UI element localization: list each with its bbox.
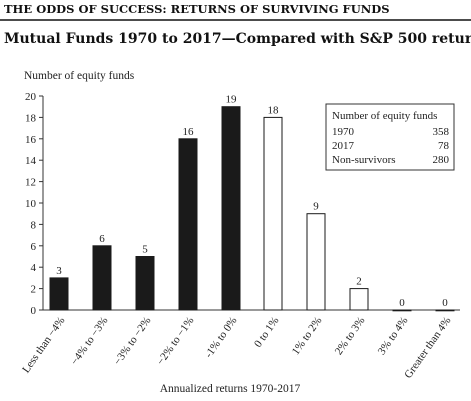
y-axis-label: Number of equity funds <box>24 70 135 82</box>
legend: Number of equity funds 1970 358 2017 78 … <box>325 103 455 171</box>
legend-row-label: 2017 <box>332 140 355 152</box>
bar-value-label: 5 <box>142 244 148 256</box>
bar-value-label: 19 <box>226 94 238 106</box>
legend-row-value: 358 <box>433 126 450 138</box>
y-tick-label: 8 <box>31 219 37 231</box>
x-tick-label: −4% to −3% <box>69 315 111 368</box>
legend-title: Number of equity funds <box>332 110 437 122</box>
bar <box>49 277 69 311</box>
x-tick-label: −2% to −1% <box>155 315 197 368</box>
bar <box>263 116 283 311</box>
x-tick-label: Less than −4% <box>20 315 67 376</box>
x-tick-label: 1% to 2% <box>290 315 325 357</box>
bar <box>392 309 412 312</box>
bar-value-label: 9 <box>313 201 319 213</box>
x-axis-label: Annualized returns 1970-2017 <box>160 383 301 395</box>
x-tick-label: 3% to 4% <box>376 315 411 357</box>
x-tick-label: −3% to −2% <box>112 315 154 368</box>
x-tick-label: Greater than 4% <box>402 315 453 381</box>
bar-value-label: 18 <box>268 104 280 116</box>
chart-kicker: THE ODDS OF SUCCESS: RETURNS OF SURVIVIN… <box>4 2 390 16</box>
bars: 3 6 5 16 19 18 9 2 0 0 <box>49 94 455 312</box>
bar <box>306 213 326 311</box>
bar-value-label: 2 <box>356 276 362 288</box>
y-tick-label: 20 <box>25 91 37 103</box>
y-tick-label: 16 <box>25 134 37 146</box>
bar-value-label: 16 <box>183 126 195 138</box>
legend-row-label: 1970 <box>332 126 355 138</box>
y-tick-label: 0 <box>31 305 37 317</box>
y-tick-label: 12 <box>25 177 36 189</box>
bar-value-label: 0 <box>442 297 448 309</box>
bar <box>135 256 155 311</box>
bar <box>92 245 112 311</box>
bar <box>178 138 198 311</box>
y-tick-label: 10 <box>25 198 37 210</box>
bar <box>435 309 455 312</box>
y-tick-label: 18 <box>25 112 37 124</box>
x-tick-label: -1% to 0% <box>203 315 240 360</box>
legend-box <box>325 103 455 171</box>
bar <box>349 288 369 311</box>
x-tick-labels: Less than −4% −4% to −3% −3% to −2% −2% to … <box>20 315 453 381</box>
bar <box>221 106 241 311</box>
legend-row-value: 78 <box>438 140 450 152</box>
bar-value-label: 0 <box>399 297 405 309</box>
bar-value-label: 3 <box>56 265 62 277</box>
chart-title: Mutual Funds 1970 to 2017—Compared with … <box>4 31 471 47</box>
legend-row-label: Non-survivors <box>332 154 396 166</box>
x-tick-label: 0 to 1% <box>252 315 281 350</box>
y-tick-label: 2 <box>31 284 37 296</box>
x-tick-label: 2% to 3% <box>333 315 368 357</box>
y-tick-label: 14 <box>25 155 37 167</box>
y-tick-label: 6 <box>31 241 37 253</box>
legend-row-value: 280 <box>433 154 450 166</box>
y-ticks: 0 2 4 6 8 10 12 14 16 18 20 <box>25 91 43 317</box>
bar-value-label: 6 <box>99 233 105 245</box>
y-tick-label: 4 <box>31 262 37 274</box>
